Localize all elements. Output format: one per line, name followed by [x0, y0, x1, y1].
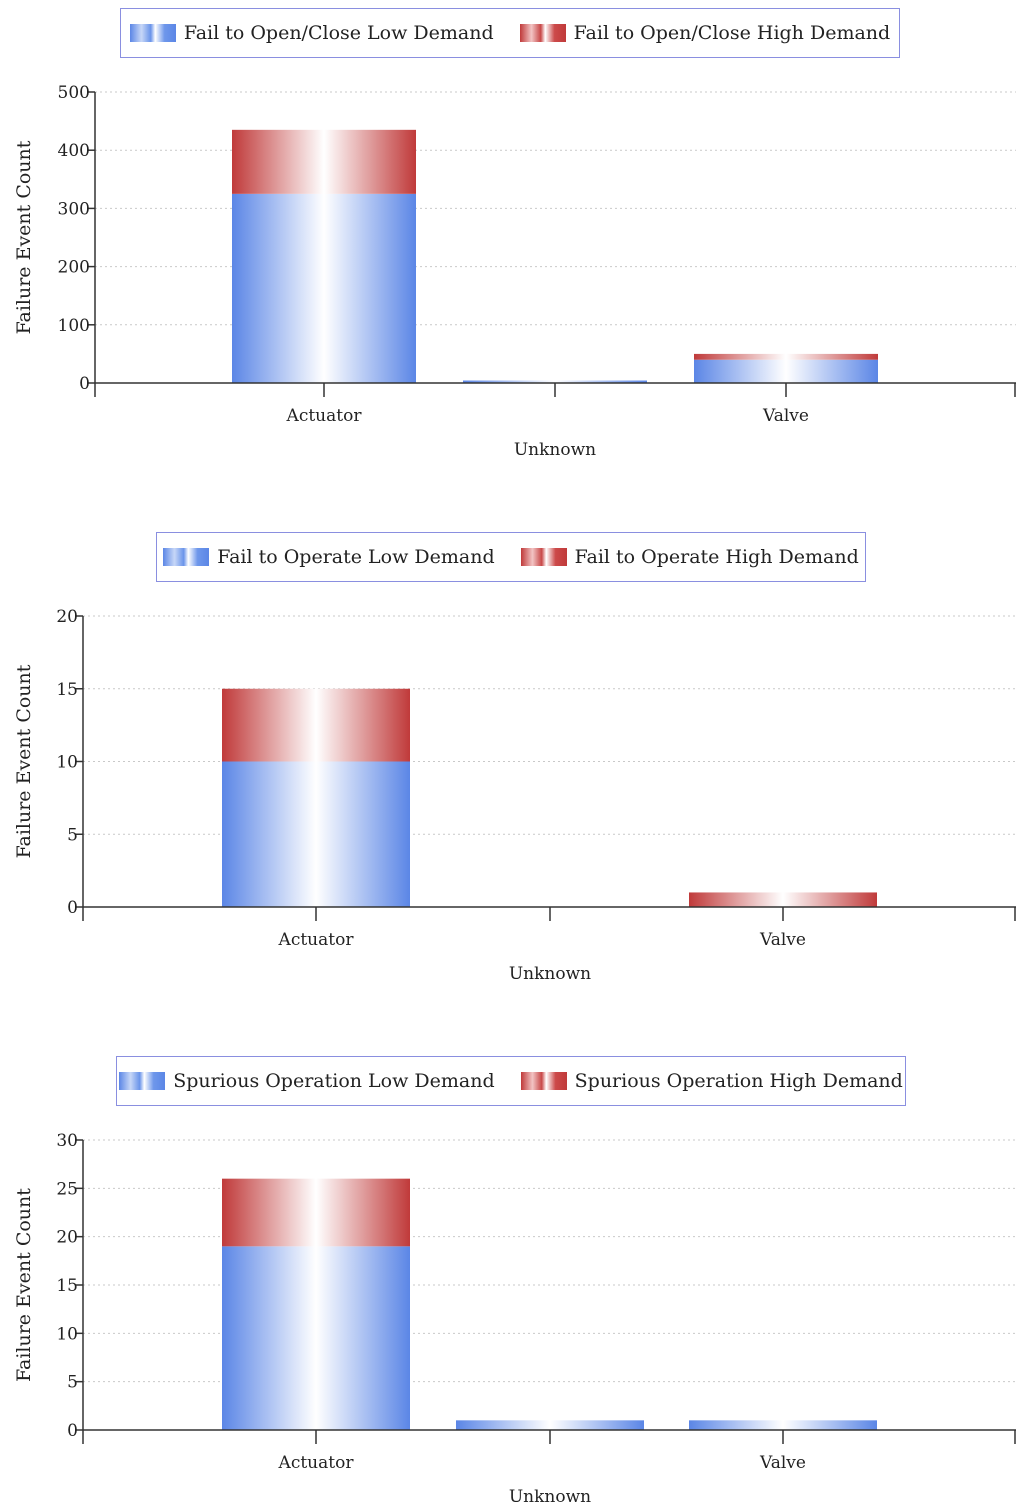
bar-actuator-high — [232, 129, 416, 194]
legend-item-high: Spurious Operation High Demand — [520, 1070, 903, 1092]
bar-actuator-high — [222, 1178, 410, 1247]
bar-unknown-low — [463, 380, 647, 383]
y-axis-title: Failure Event Count — [13, 1188, 35, 1382]
legend-item-low: Fail to Operate Low Demand — [163, 546, 495, 568]
legend-label-high: Fail to Open/Close High Demand — [573, 22, 891, 44]
legend: Spurious Operation Low Demand Spurious O… — [116, 1056, 906, 1106]
y-tick-label: 0 — [67, 1421, 78, 1441]
bar-actuator-high — [222, 688, 410, 762]
bar-actuator-low — [232, 193, 416, 383]
legend-swatch-high — [520, 1072, 567, 1090]
legend-item-high: Fail to Open/Close High Demand — [519, 22, 891, 44]
bar-valve-low — [689, 1420, 877, 1430]
y-tick-label: 200 — [58, 258, 90, 278]
legend-item-low: Spurious Operation Low Demand — [119, 1070, 495, 1092]
legend-item-low: Fail to Open/Close Low Demand — [129, 22, 494, 44]
y-tick-label: 400 — [58, 141, 90, 161]
y-tick-label: 15 — [56, 680, 78, 700]
bar-unknown-low — [456, 1420, 644, 1430]
bar-valve-high — [694, 353, 878, 360]
y-tick-label: 0 — [67, 898, 78, 918]
y-tick-label: 10 — [56, 1324, 78, 1344]
legend-label-high: Spurious Operation High Demand — [574, 1070, 903, 1092]
x-tick-label-actuator: Actuator — [278, 930, 355, 950]
y-tick-label: 5 — [67, 1373, 78, 1393]
x-tick-label-unknown: Unknown — [509, 1487, 591, 1507]
legend-swatch-high — [519, 24, 566, 42]
y-tick-label: 300 — [58, 199, 90, 219]
plot-area: 0 5 10 15 20 Actuator Unknown Valve Failure Even… — [13, 607, 1016, 984]
y-tick-label: 30 — [56, 1131, 78, 1151]
y-tick-label: 20 — [56, 1228, 78, 1248]
bar-actuator-low — [222, 1246, 410, 1430]
y-axis-title: Failure Event Count — [13, 140, 35, 334]
bar-valve-high — [689, 892, 877, 907]
x-tick-label-actuator: Actuator — [286, 406, 363, 426]
legend-label-low: Spurious Operation Low Demand — [173, 1070, 495, 1092]
x-tick-label-valve: Valve — [759, 1453, 806, 1473]
legend-swatch-low — [163, 548, 210, 566]
x-tick-label-valve: Valve — [759, 930, 806, 950]
chart-operate: Fail to Operate Low Demand Fail to Opera… — [0, 524, 1016, 994]
bar-actuator-low — [222, 761, 410, 907]
chart-open-close: Fail to Open/Close Low Demand Fail to Op… — [0, 0, 1016, 470]
legend-item-high: Fail to Operate High Demand — [520, 546, 859, 568]
x-tick-label-actuator: Actuator — [278, 1453, 355, 1473]
y-tick-label: 20 — [56, 607, 78, 627]
legend-swatch-low — [119, 1072, 166, 1090]
y-axis-title: Failure Event Count — [13, 664, 35, 858]
x-tick-label-unknown: Unknown — [514, 440, 596, 460]
plot-area: 0 5 10 15 20 25 30 Actuator Unknown Valve Failure … — [13, 1131, 1016, 1507]
y-tick-label: 100 — [58, 316, 90, 336]
y-tick-label: 25 — [56, 1179, 78, 1199]
plot-area: 0 100 200 300 400 500 Actuator Unknown Valve Fail… — [13, 83, 1016, 460]
legend: Fail to Open/Close Low Demand Fail to Op… — [120, 8, 900, 58]
legend-label-high: Fail to Operate High Demand — [574, 546, 859, 568]
legend: Fail to Operate Low Demand Fail to Opera… — [156, 532, 866, 582]
chart-spurious: Spurious Operation Low Demand Spurious O… — [0, 1048, 1016, 1509]
x-tick-label-unknown: Unknown — [509, 964, 591, 984]
y-tick-label: 5 — [67, 825, 78, 845]
legend-label-low: Fail to Operate Low Demand — [217, 546, 495, 568]
legend-swatch-low — [129, 24, 176, 42]
legend-label-low: Fail to Open/Close Low Demand — [183, 22, 494, 44]
y-tick-label: 500 — [58, 83, 90, 103]
legend-swatch-high — [520, 548, 567, 566]
x-tick-label-valve: Valve — [762, 406, 809, 426]
y-tick-label: 15 — [56, 1276, 78, 1296]
y-tick-label: 10 — [56, 753, 78, 773]
bar-valve-low — [694, 359, 878, 383]
y-tick-label: 0 — [79, 374, 90, 394]
